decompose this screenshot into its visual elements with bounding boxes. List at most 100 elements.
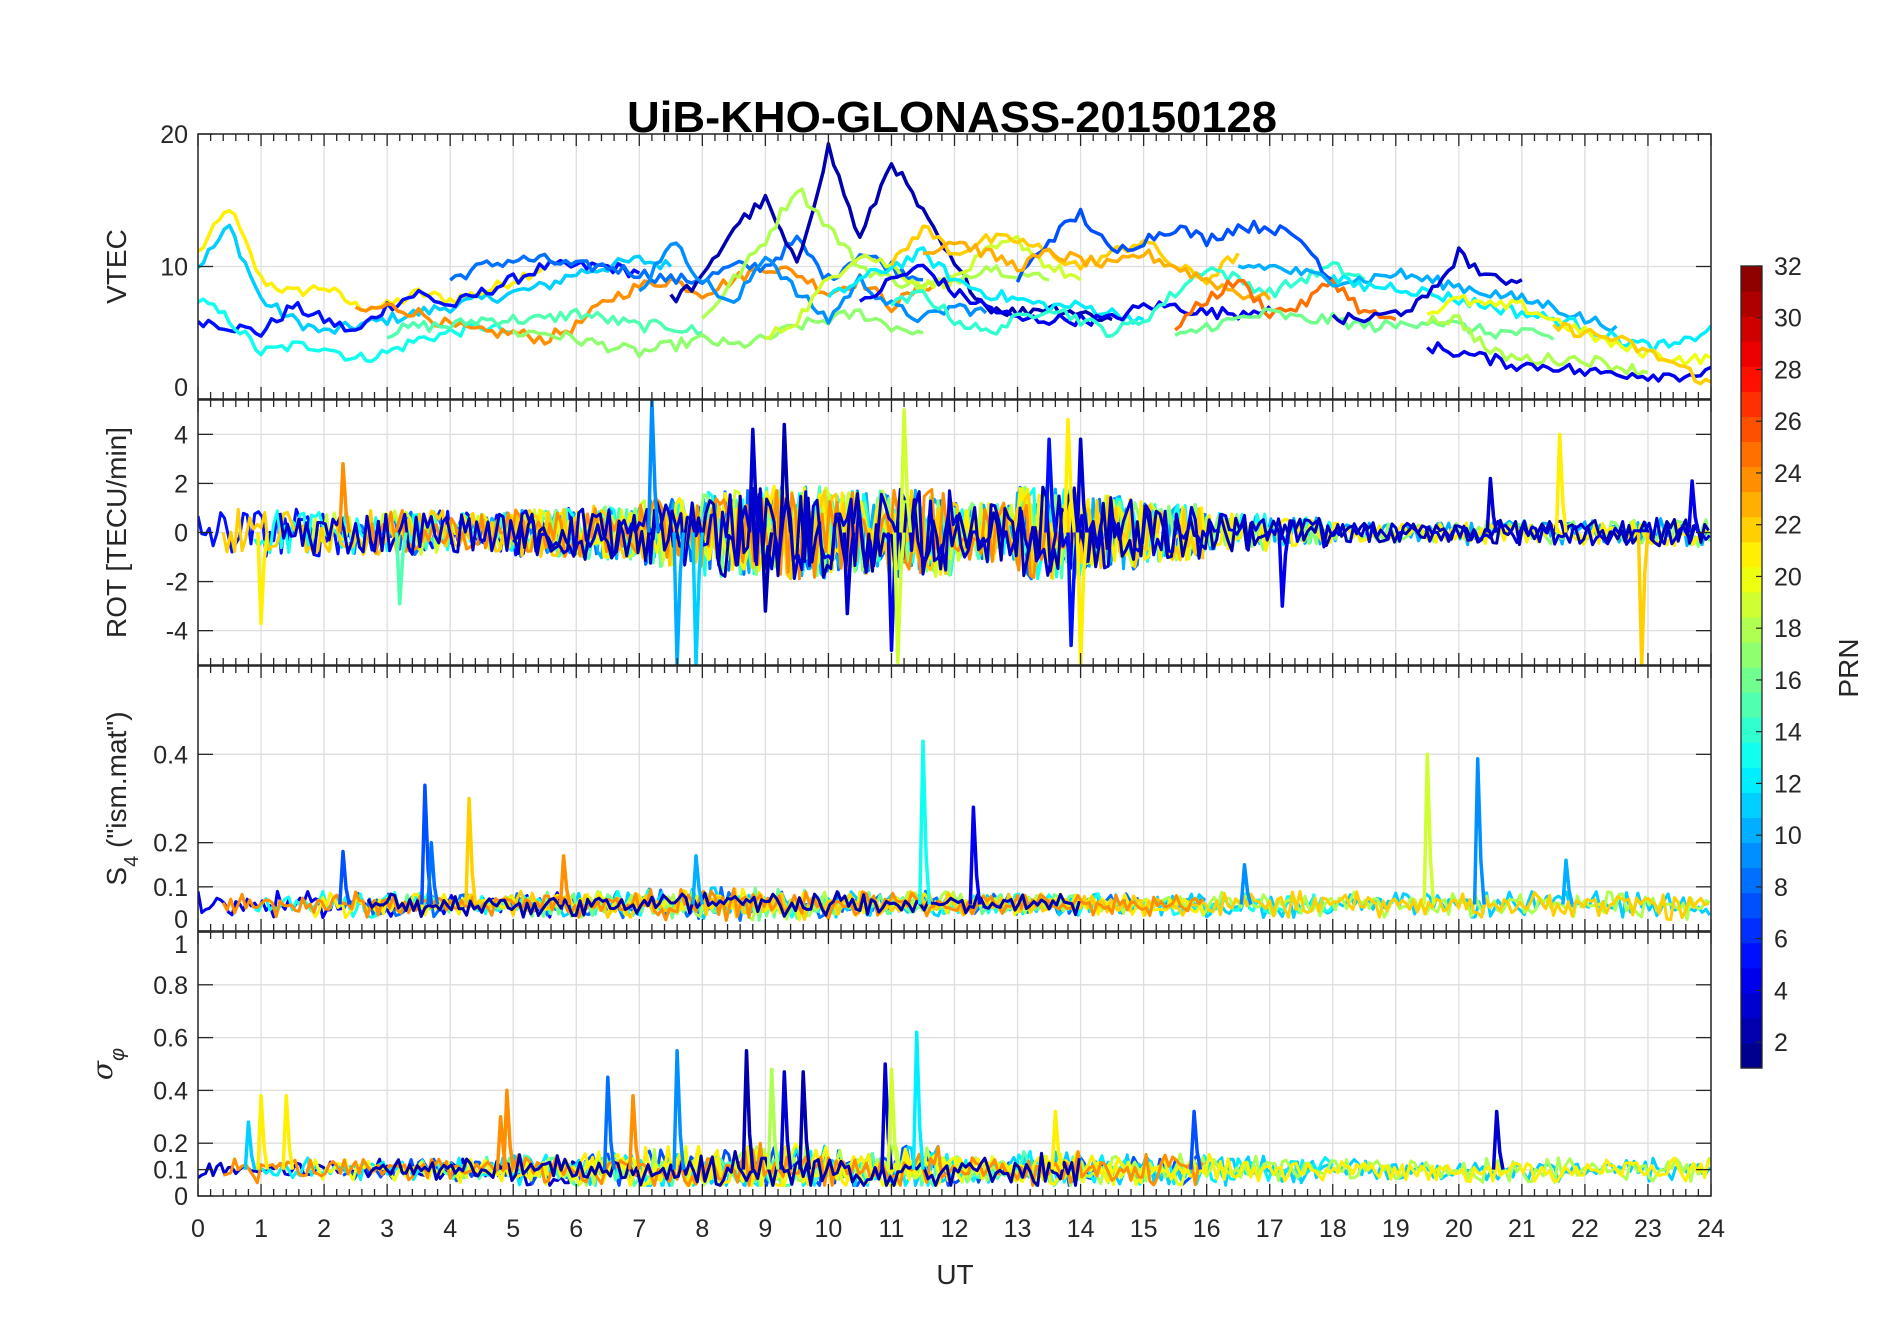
rot-spike-prn-5 (1066, 532, 1080, 648)
colorbar-bin (1741, 641, 1762, 668)
colorbar-bin (1741, 892, 1762, 919)
rot-spike-prn-3 (747, 427, 761, 533)
x-tick-label: 20 (1445, 1215, 1473, 1243)
y-tick-label: 4 (174, 421, 188, 449)
colorbar-bin (1741, 441, 1762, 468)
x-tick-label: 7 (632, 1215, 646, 1243)
s4-spike-prn-10 (691, 854, 705, 905)
colorbar-bin (1741, 391, 1762, 417)
y-label-subscript: φ (107, 1048, 129, 1061)
colorbar-bin (1741, 842, 1762, 869)
sigma_phi-spike-prn-24 (628, 1093, 642, 1170)
colorbar-tick-label: 14 (1774, 719, 1802, 747)
rot-spike-prn-4 (1687, 479, 1701, 533)
y-label-main: σ (86, 1060, 119, 1080)
colorbar-tick-label: 22 (1774, 512, 1802, 540)
colorbar-tick-label: 6 (1774, 926, 1788, 954)
sigma_phi-spike-prn-11 (243, 1120, 257, 1170)
colorbar-tick-label: 4 (1774, 977, 1788, 1005)
sigma_phi-spike-prn-24 (502, 1088, 515, 1170)
s4-spike-prn-8 (426, 840, 440, 905)
colorbar-tick-label: 32 (1774, 253, 1802, 281)
colorbar-bin (1741, 692, 1762, 718)
sigma_phi-spike-prn-21 (1050, 1109, 1064, 1170)
rot-spike-prn-19 (892, 532, 906, 665)
sigma_phi-spike-prn-9 (672, 1049, 686, 1170)
rot-y-label: ROT [TECU/min] (101, 427, 132, 638)
series-group (198, 400, 1711, 665)
vtec-line-prn-17 (511, 308, 924, 359)
vtec-line-prn-20 (1426, 293, 1711, 367)
rot-spike-prn-22 (1636, 532, 1650, 665)
y-tick-label: 0 (174, 374, 188, 402)
x-tick-label: 15 (1130, 1215, 1158, 1243)
vtec-line-prn-15 (386, 307, 703, 340)
vtec-line-prn-25 (1174, 278, 1397, 332)
rot-spike-prn-24 (338, 462, 352, 533)
colorbar-tick-label: 2 (1774, 1029, 1788, 1057)
sigma_phi-spike-prn-2 (741, 1049, 755, 1170)
colorbar-bin (1741, 792, 1762, 818)
rot-spike-prn-4 (1277, 532, 1291, 608)
y-tick-label: 0.1 (153, 874, 188, 902)
vtec-line-prn-12 (1331, 273, 1711, 354)
colorbar-bin (1741, 416, 1762, 443)
panel-rot: -4 -2 0 2 4 ROT [TECU/min] (101, 399, 1712, 666)
rot-spike-prn-2 (779, 422, 793, 533)
s4-spike-prn-10 (1561, 858, 1575, 905)
colorbar-bin (1741, 967, 1762, 994)
y-tick-label: 0.1 (153, 1157, 188, 1185)
sigma_phi-y-label: σφ (86, 1048, 129, 1080)
rot-spike-prn-5 (1044, 437, 1058, 533)
rot-spike-prn-15 (394, 532, 408, 606)
y-label-subscript: 4 (121, 856, 143, 867)
x-tick-label: 1 (254, 1215, 268, 1243)
x-tick-labels: 0 1 2 3 4 5 6 7 8 9 10 11 12 13 14 15 16 17 18 19 20 21 22 23 24 (191, 1215, 1725, 1243)
x-tick-label: 13 (1004, 1215, 1032, 1243)
vtec-line-prn-8 (449, 234, 924, 286)
sigma_phi-spike-prn-8 (602, 1075, 616, 1170)
rot-spike-prn-10 (672, 532, 686, 665)
colorbar-bin (1741, 1017, 1762, 1044)
x-tick-label: 22 (1571, 1215, 1599, 1243)
y-tick-label: 2 (174, 470, 188, 498)
rot-spike-prn-21 (1075, 532, 1089, 665)
x-tick-label: 16 (1193, 1215, 1221, 1243)
s4-y-label: S4 ("ism.mat") (101, 711, 143, 885)
colorbar-bin (1741, 942, 1762, 969)
sigma_phi-spike-prn-21 (256, 1093, 270, 1170)
vtec-line-prn-12 (827, 246, 1145, 325)
y-tick-label: -2 (166, 569, 188, 597)
colorbar-bin (1741, 616, 1762, 643)
sigma_phi-spike-prn-19 (886, 1067, 900, 1170)
vtec-y-label: VTEC (101, 229, 132, 304)
colorbar-bin (1741, 316, 1762, 342)
y-tick-label: 0.8 (153, 972, 188, 1000)
colorbar-tick-label: 28 (1774, 356, 1802, 384)
s4-spike-prn-13 (918, 739, 932, 905)
x-tick-label: 9 (758, 1215, 772, 1243)
colorbar-bin (1741, 516, 1762, 543)
s4-spike-prn-19 (1422, 752, 1436, 905)
y-tick-label: 0 (174, 520, 188, 548)
s4-spike-prn-7 (338, 849, 352, 905)
rot-line-prn-2 (512, 485, 1710, 579)
colorbar-label: PRN (1833, 638, 1864, 697)
sigma_phi-spike-prn-18 (766, 1067, 780, 1170)
sigma_phi-spike-prn-2 (798, 1070, 812, 1170)
series-group (198, 1030, 1711, 1187)
x-tick-label: 11 (878, 1215, 904, 1243)
y-tick-label: 0.4 (153, 1077, 188, 1105)
colorbar-bin (1741, 917, 1762, 944)
colorbar-bin (1741, 266, 1762, 292)
panel-s4: 0 0.1 0.2 0.4 S4 ("ism.mat") (101, 665, 1712, 934)
y-tick-label: 10 (160, 254, 188, 282)
s4-line-prn-2 (366, 890, 1081, 919)
vtec-line-prn-13 (198, 297, 514, 364)
s4-spike-prn-24 (558, 854, 572, 905)
vtec-line-prn-2 (669, 142, 1113, 322)
x-tick-label: 2 (317, 1215, 331, 1243)
x-tick-label: 18 (1319, 1215, 1347, 1243)
colorbar-bin (1741, 1042, 1762, 1069)
